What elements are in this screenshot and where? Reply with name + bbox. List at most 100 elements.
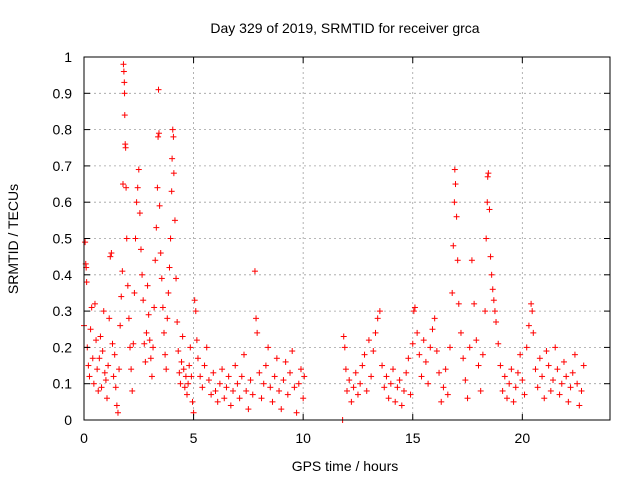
data-point [179,333,186,340]
data-point [120,181,127,188]
data-point [140,297,147,304]
data-point [416,351,423,358]
data-point [301,373,308,380]
data-point [168,188,175,195]
data-point [491,308,498,315]
data-point [88,304,95,311]
chart-title: Day 329 of 2019, SRMTID for receiver grc… [210,20,479,36]
data-point [383,373,390,380]
data-point [144,282,151,289]
data-point [171,217,178,224]
data-point [350,384,357,391]
data-point [580,362,587,369]
data-point [471,300,478,307]
data-point [359,362,366,369]
data-point [341,344,348,351]
data-point [89,355,96,362]
data-point [534,384,541,391]
axis-ticks: 00.10.20.30.40.50.60.70.80.910 5 10 15 20 [53,49,610,446]
data-point [219,366,226,373]
data-point [411,304,418,311]
data-point [571,351,578,358]
data-point [574,380,581,387]
data-point [165,289,172,296]
data-point [214,398,221,405]
data-point [176,369,183,376]
data-point [177,380,184,387]
data-point [514,369,521,376]
data-point [508,366,515,373]
data-point [154,184,161,191]
data-point [142,358,149,365]
data-point [111,351,118,358]
data-point [247,377,254,384]
data-point [499,387,506,394]
data-point [164,315,171,322]
data-point [506,380,513,387]
data-point [512,384,519,391]
data-point [152,257,159,264]
data-point [370,348,377,355]
data-point [450,242,457,249]
y-tick-label: 0.3 [53,303,73,319]
y-axis-label: SRMTID / TECUs [5,184,21,294]
y-tick-label: 0.8 [53,122,73,138]
data-point [162,351,169,358]
data-point [451,166,458,173]
data-point [284,391,291,398]
data-point [269,398,276,405]
data-point [102,377,109,384]
data-point [357,380,364,387]
data-point [414,329,421,336]
data-point [396,377,403,384]
data-point [444,391,451,398]
data-point [234,380,241,387]
data-point [442,366,449,373]
x-tick-label: 15 [405,430,421,446]
data-point [510,398,517,405]
data-point [158,275,165,282]
data-point [425,380,432,387]
data-point [578,387,585,394]
data-point [230,387,237,394]
data-point [282,358,289,365]
data-point [186,362,193,369]
data-point [295,380,302,387]
data-point [273,355,280,362]
data-point [189,398,196,405]
data-point [118,293,125,300]
data-point [223,384,230,391]
data-point [157,250,164,257]
data-point [128,366,135,373]
data-point [87,326,94,333]
data-point [112,384,119,391]
data-point [106,315,113,322]
y-tick-label: 1 [64,49,72,65]
data-point [390,366,397,373]
data-point [254,329,261,336]
data-point [155,86,162,93]
data-point [484,199,491,206]
data-point [462,377,469,384]
data-point [187,344,194,351]
data-point [93,337,100,344]
data-point [193,337,200,344]
data-point [352,369,359,376]
y-tick-label: 0.5 [53,231,73,247]
data-point [569,369,576,376]
data-point [194,355,201,362]
data-point [121,79,128,86]
data-point [552,344,559,351]
data-point [420,337,427,344]
y-tick-label: 0.6 [53,194,73,210]
data-point [484,173,491,180]
data-points [81,61,587,423]
data-point [379,362,386,369]
data-point [271,373,278,380]
gridlines [84,57,610,420]
data-point [147,355,154,362]
data-point [354,391,361,398]
data-point [529,308,536,315]
data-point [495,340,502,347]
data-point [167,235,174,242]
